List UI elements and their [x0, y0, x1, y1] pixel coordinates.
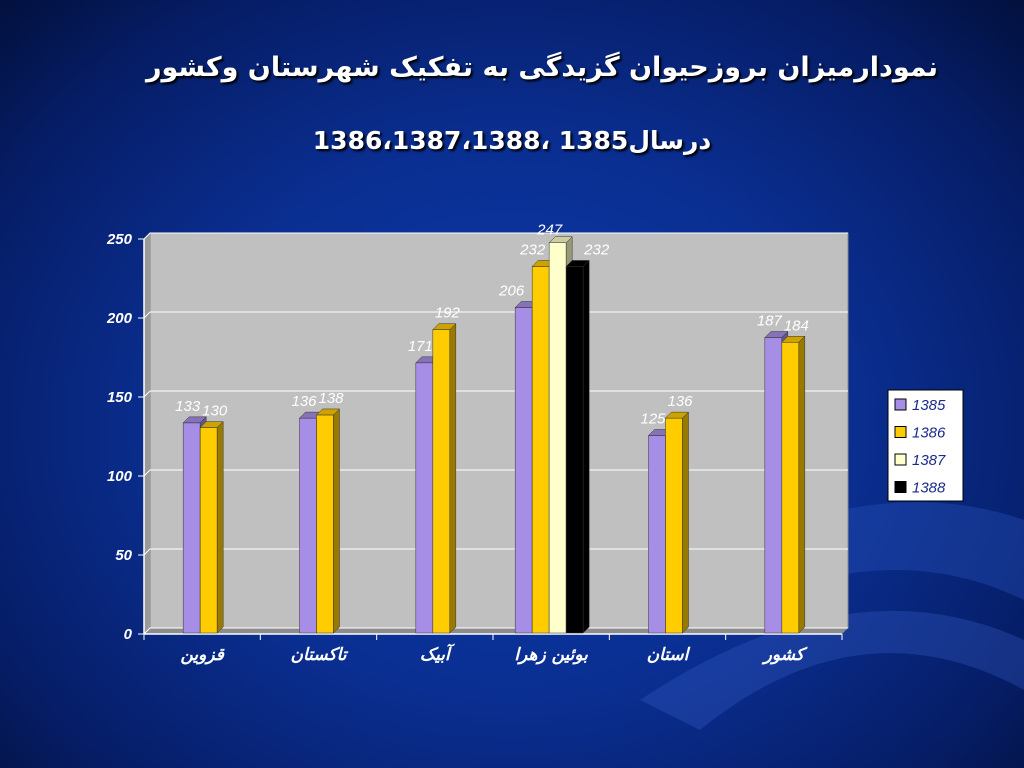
bar [548, 242, 567, 634]
y-tick-label: 100 [107, 468, 133, 485]
bar-side [449, 323, 457, 634]
bar [648, 435, 666, 634]
bar [432, 329, 451, 634]
data-label: 187 [757, 313, 783, 330]
plot-side-wall [144, 233, 150, 634]
legend-label: 1387 [912, 452, 946, 469]
x-tick-label: بوئین زهرا [514, 645, 588, 665]
y-tick-label: 150 [107, 389, 133, 406]
bar [665, 417, 683, 634]
bar [182, 422, 201, 634]
y-tick-label: 200 [106, 310, 133, 327]
bar-side [333, 408, 340, 634]
bar-top [432, 323, 457, 330]
legend-swatch [894, 398, 907, 411]
data-label: 125 [640, 411, 666, 428]
bar-top [664, 411, 690, 419]
bar [415, 362, 434, 634]
data-label: 136 [291, 393, 317, 410]
legend-swatch [894, 426, 907, 438]
x-tick-label: استان [647, 645, 691, 665]
data-label: 206 [498, 283, 525, 300]
data-label: 192 [435, 305, 461, 322]
legend-label: 1385 [912, 397, 946, 414]
bar [565, 266, 584, 634]
legend-label: 1386 [912, 425, 946, 442]
gridline [143, 232, 848, 240]
gridline [143, 390, 848, 398]
bar [781, 342, 800, 634]
data-label: 184 [784, 317, 809, 334]
plot-floor [144, 628, 848, 634]
gridline [143, 627, 848, 635]
bar [531, 266, 550, 634]
gridline [143, 469, 848, 477]
x-tick-label: قزوین [180, 645, 224, 665]
data-label: 136 [667, 393, 693, 410]
y-tick-label: 250 [106, 231, 133, 248]
x-tick-label: آبیک [420, 643, 455, 665]
bar-top [781, 336, 806, 343]
bar [299, 417, 317, 634]
bar [199, 427, 218, 634]
data-label: 171 [408, 338, 433, 355]
data-label: 232 [519, 241, 546, 258]
bar-top [315, 408, 341, 416]
bar [764, 337, 783, 634]
bar-top [199, 421, 224, 428]
bar-top [764, 331, 789, 338]
bar-side [798, 335, 806, 634]
y-tick-label: 0 [124, 626, 133, 643]
data-label: 133 [175, 398, 201, 415]
bar-side [682, 411, 689, 634]
data-label: 232 [583, 241, 610, 258]
bar-top [565, 260, 590, 267]
bar-top [182, 416, 207, 424]
data-label: 130 [202, 403, 228, 420]
bar [514, 307, 533, 634]
data-label: 247 [536, 222, 563, 239]
legend-swatch [894, 481, 907, 493]
legend-label: 1388 [912, 480, 946, 497]
y-tick-label: 50 [115, 547, 132, 564]
bar [316, 414, 334, 634]
slide-title-line1: نمودارمیزان بروزحیوان گزیدگی به تفکیک شه… [145, 52, 939, 83]
x-tick-label: کشور [761, 645, 808, 665]
slide-title-line2: درسال1385 ،1386،1387،1388 [312, 126, 712, 155]
bar-side [216, 420, 224, 634]
gridline [143, 311, 848, 319]
bar-side [582, 259, 590, 634]
bar-top [548, 236, 573, 243]
gridline [143, 548, 848, 556]
legend-swatch [894, 453, 907, 466]
data-label: 138 [318, 390, 344, 407]
x-tick-label: تاکستان [291, 645, 349, 665]
